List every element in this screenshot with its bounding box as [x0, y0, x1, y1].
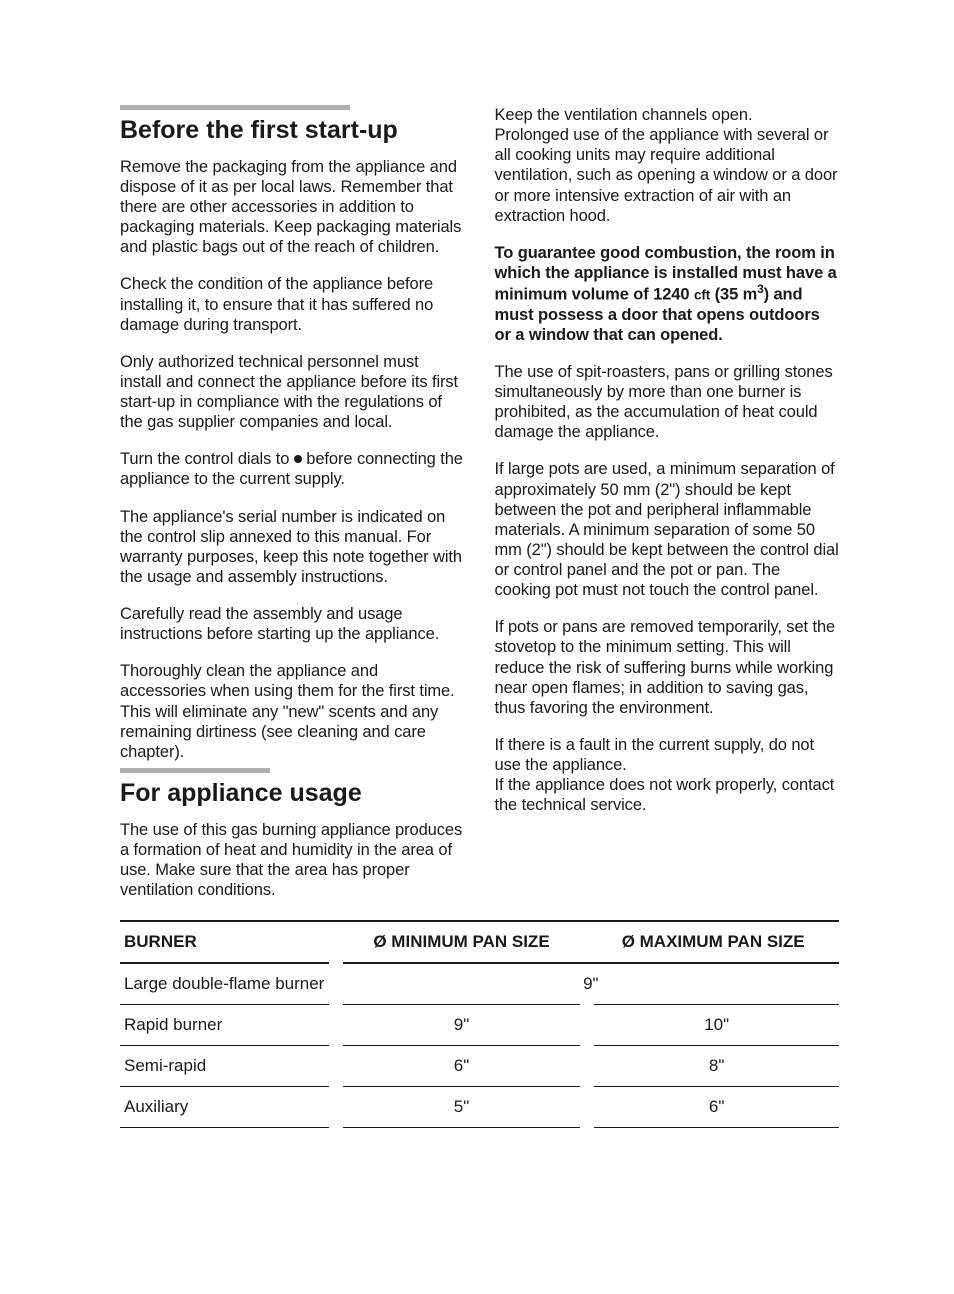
pan-size-table-wrap: BURNER Ø MINIMUM PAN SIZE Ø MAXIMUM PAN … — [120, 920, 839, 1128]
paragraph: Thoroughly clean the appliance and acces… — [120, 661, 465, 762]
text-line: Keep the ventilation channels open. — [495, 106, 753, 124]
cell-min: 9" — [336, 1005, 588, 1046]
paragraph: If pots or pans are removed temporarily,… — [495, 617, 840, 718]
paragraph: If large pots are used, a minimum separa… — [495, 459, 840, 600]
table-row: Auxiliary 5" 6" — [120, 1087, 839, 1128]
cell-max: 10" — [587, 1005, 839, 1046]
paragraph-bold-combustion: To guarantee good combustion, the room i… — [495, 243, 840, 345]
col-header-min-pan: Ø MINIMUM PAN SIZE — [336, 921, 588, 963]
paragraph: If there is a fault in the current suppl… — [495, 735, 840, 816]
col-header-max-pan: Ø MAXIMUM PAN SIZE — [587, 921, 839, 963]
dial-off-icon — [294, 455, 302, 463]
table-row: Semi-rapid 6" 8" — [120, 1046, 839, 1087]
two-column-layout: Before the first start-up Remove the pac… — [120, 105, 839, 900]
paragraph: The use of this gas burning appliance pr… — [120, 820, 465, 901]
text: (35 m — [710, 286, 757, 304]
table-row: Large double-flame burner 9" — [120, 963, 839, 1005]
cell-burner: Semi-rapid — [120, 1046, 336, 1087]
cell-burner: Auxiliary — [120, 1087, 336, 1128]
paragraph: Check the condition of the appliance bef… — [120, 274, 465, 334]
paragraph: Turn the control dials to before connect… — [120, 449, 465, 489]
unit-cft: cft — [694, 288, 710, 303]
section-rule — [120, 768, 270, 773]
col-header-burner: BURNER — [120, 921, 336, 963]
paragraph: The appliance's serial number is indicat… — [120, 507, 465, 588]
table-header-row: BURNER Ø MINIMUM PAN SIZE Ø MAXIMUM PAN … — [120, 921, 839, 963]
paragraph: Keep the ventilation channels open. Prol… — [495, 105, 840, 226]
paragraph: Only authorized technical personnel must… — [120, 352, 465, 433]
section-rule — [120, 105, 350, 110]
heading-before-first-startup: Before the first start-up — [120, 116, 465, 145]
heading-for-appliance-usage: For appliance usage — [120, 779, 465, 808]
pan-size-table: BURNER Ø MINIMUM PAN SIZE Ø MAXIMUM PAN … — [120, 920, 839, 1128]
cell-burner: Large double-flame burner — [120, 963, 336, 1005]
cell-min: 5" — [336, 1087, 588, 1128]
cell-burner: Rapid burner — [120, 1005, 336, 1046]
right-column: Keep the ventilation channels open. Prol… — [495, 105, 840, 900]
paragraph: Carefully read the assembly and usage in… — [120, 604, 465, 644]
text: Prolonged use of the appliance with seve… — [495, 126, 838, 225]
cell-min: 6" — [336, 1046, 588, 1087]
left-column: Before the first start-up Remove the pac… — [120, 105, 465, 900]
cell-max: 6" — [587, 1087, 839, 1128]
text-line: If there is a fault in the current suppl… — [495, 736, 814, 774]
cell-merged-size: 9" — [336, 963, 839, 1005]
text: If the appliance does not work properly,… — [495, 776, 835, 814]
table-row: Rapid burner 9" 10" — [120, 1005, 839, 1046]
cell-max: 8" — [587, 1046, 839, 1087]
text: Turn the control dials to — [120, 450, 294, 468]
paragraph: Remove the packaging from the appliance … — [120, 157, 465, 258]
paragraph: The use of spit-roasters, pans or grilli… — [495, 362, 840, 443]
